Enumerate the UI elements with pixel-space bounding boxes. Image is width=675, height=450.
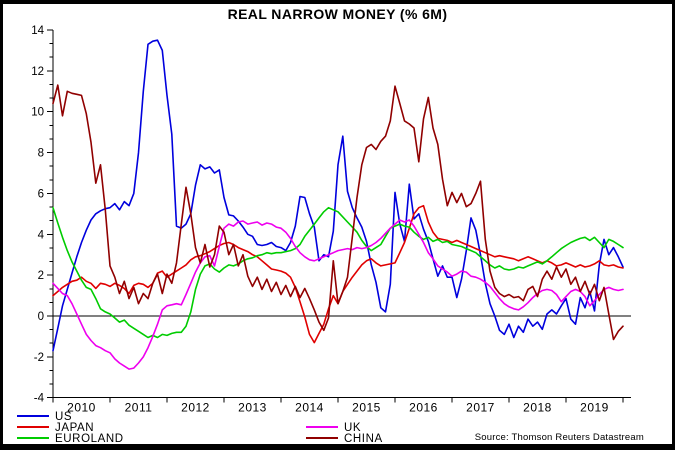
y-tick-label: 4	[38, 229, 45, 241]
x-tick-label: 2015	[352, 401, 381, 415]
x-tick-label: 2013	[238, 401, 267, 415]
x-tick-label: 2019	[580, 401, 609, 415]
plot-area: -4 -2 0 2 4 6 8 10 12 14 2010 2011 2012 2013 2014 2015 2…	[31, 25, 631, 415]
legend-swatch-uk	[306, 425, 338, 428]
y-tick-label: -4	[34, 393, 45, 405]
series-line-uk	[52, 219, 624, 370]
x-tick-label: 2012	[181, 401, 210, 415]
legend-swatch-china	[306, 436, 338, 439]
series-line-euroland	[52, 206, 624, 339]
source-credit: Source: Thomson Reuters Datastream	[474, 432, 644, 443]
legend-item-china: CHINA	[306, 433, 383, 445]
series-line-us	[52, 39, 624, 352]
y-tick-label: 14	[31, 25, 44, 37]
legend-item-uk: UK	[306, 422, 361, 434]
y-tick-label: -2	[34, 352, 44, 364]
y-tick-label: 6	[38, 188, 44, 200]
x-tick-label: 2018	[523, 401, 552, 415]
y-tick-label: 10	[31, 107, 44, 119]
legend-label-japan: JAPAN	[55, 422, 95, 434]
legend-label-us: US	[55, 411, 73, 423]
x-tick-label: 2010	[67, 401, 96, 415]
legend-item-japan: JAPAN	[17, 422, 94, 434]
legend-swatch-japan	[17, 425, 49, 428]
y-tick-label: 8	[38, 148, 44, 160]
y-tick-label: 0	[38, 311, 44, 323]
chart-title: REAL NARROW MONEY (% 6M)	[227, 6, 448, 22]
legend-item-us: US	[17, 411, 72, 423]
legend-label-china: CHINA	[344, 433, 383, 445]
legend-swatch-euroland	[17, 436, 49, 439]
series-line-china	[52, 84, 624, 341]
x-tick-label: 2016	[409, 401, 438, 415]
legend-item-euroland: EUROLAND	[17, 433, 124, 445]
legend-label-euroland: EUROLAND	[55, 433, 124, 445]
x-tick-label: 2017	[466, 401, 495, 415]
x-tick-label: 2014	[295, 401, 324, 415]
y-tick-label: 2	[38, 270, 44, 282]
legend-label-uk: UK	[344, 422, 362, 434]
x-tick-label: 2011	[125, 401, 153, 415]
y-tick-label: 12	[31, 66, 44, 78]
legend-swatch-us	[17, 414, 49, 417]
